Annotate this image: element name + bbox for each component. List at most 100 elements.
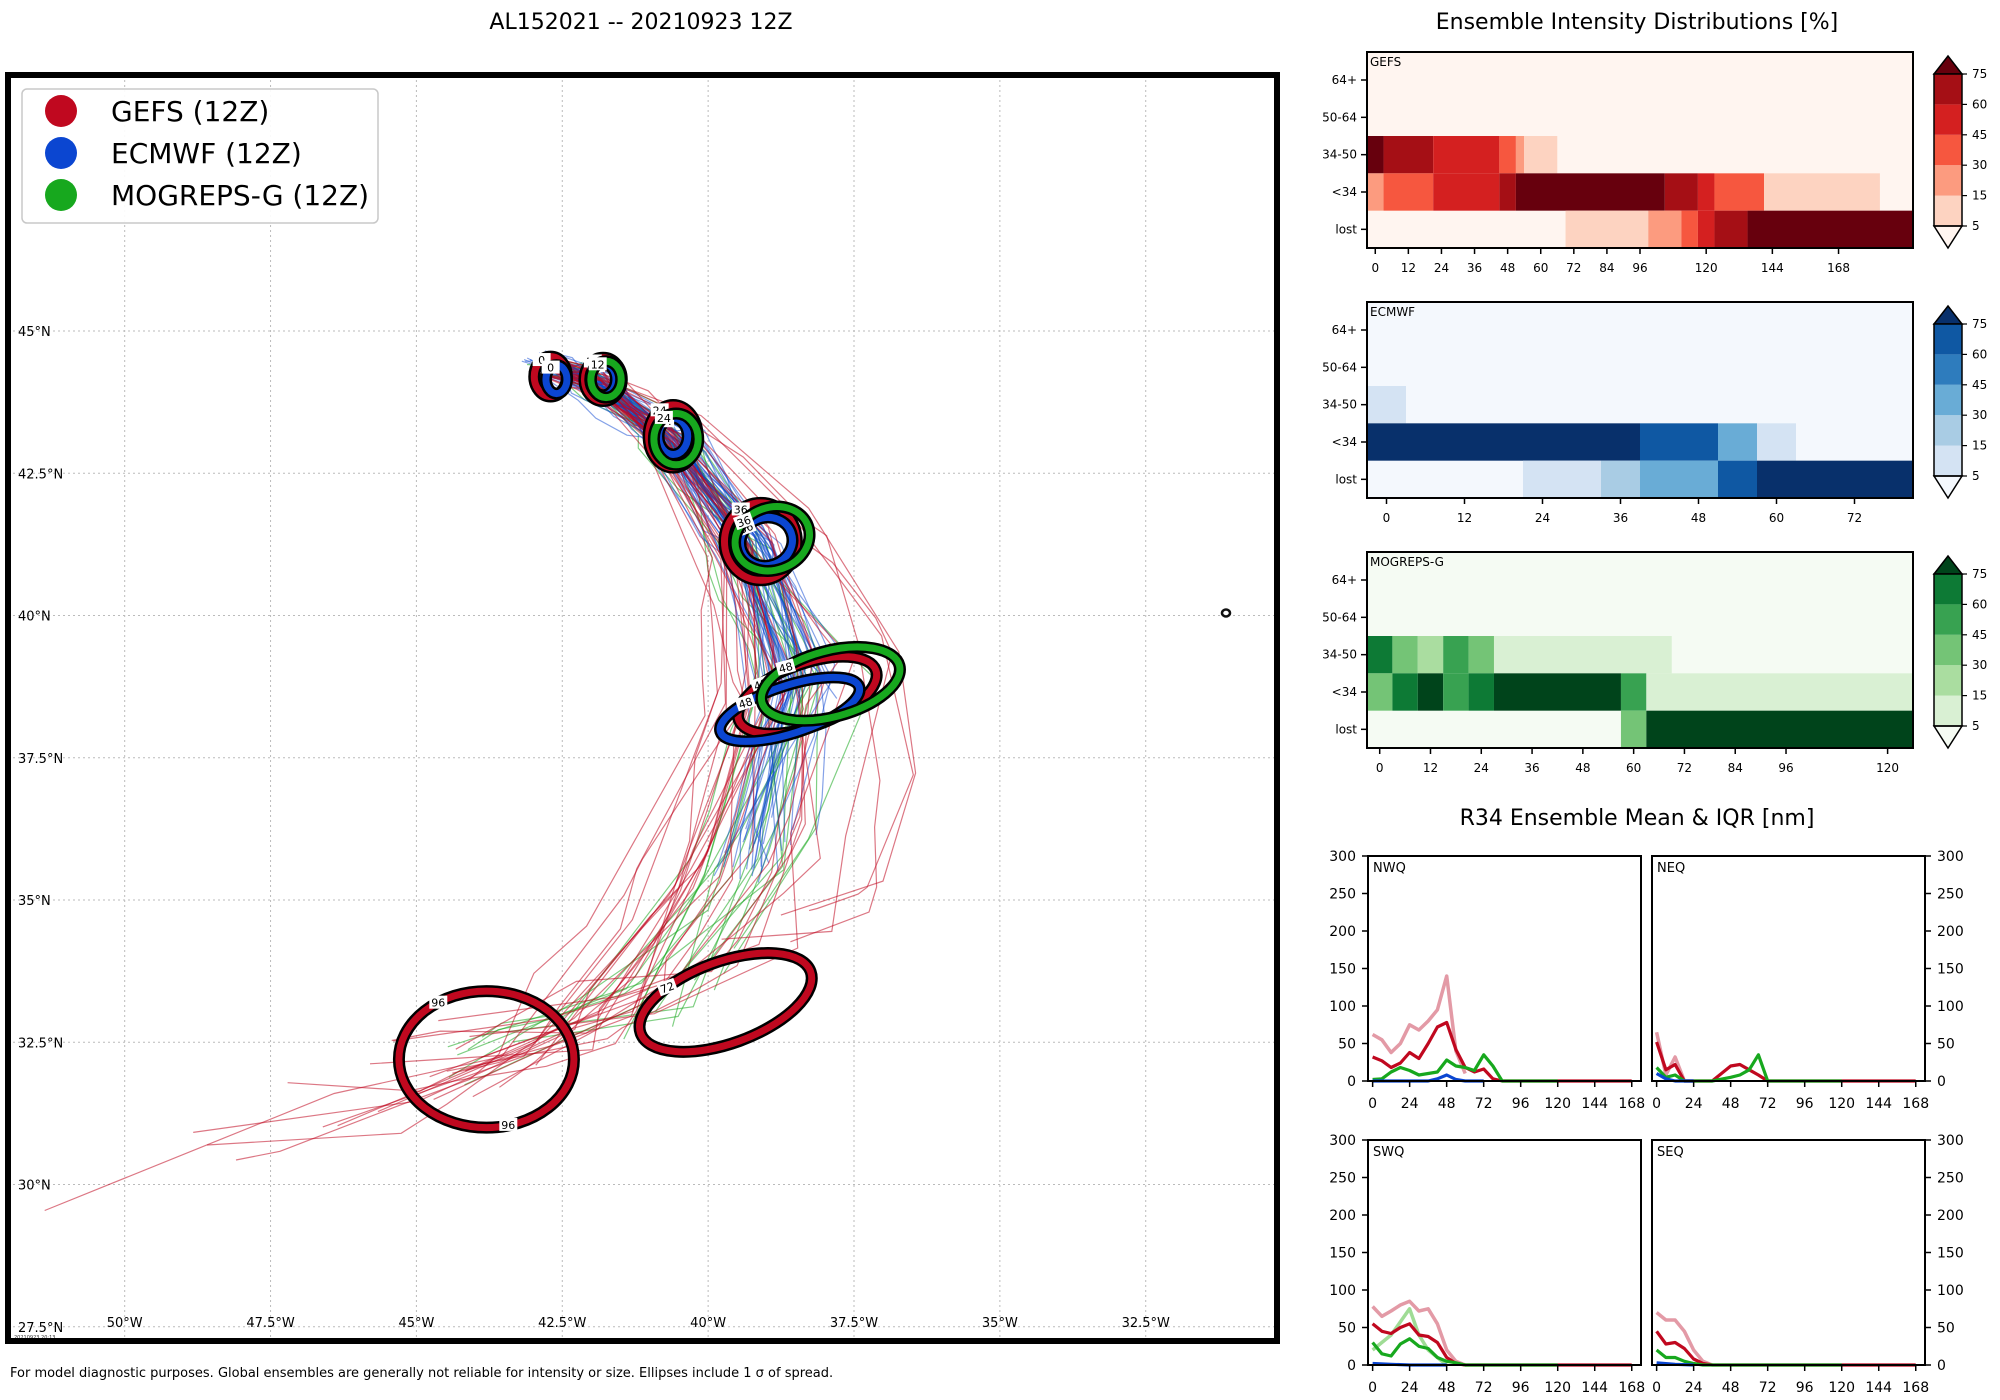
colorbar-level-label: 45 xyxy=(1972,378,1987,392)
r34-x-tick-label: 72 xyxy=(1475,1096,1493,1112)
heatmap-cell xyxy=(1640,423,1718,461)
gefs-member-track xyxy=(555,358,914,912)
heatmap-cell xyxy=(1392,636,1418,674)
colorbar-level-label: 5 xyxy=(1972,719,1980,733)
r34-y-tick-label: 250 xyxy=(1937,887,1964,903)
gefs-member-track xyxy=(499,370,786,1088)
heatmap-x-tick-label: 0 xyxy=(1371,261,1379,275)
mogreps-g-ellipse-36: 36 xyxy=(729,500,816,577)
r34-y-tick-label: 50 xyxy=(1338,1321,1356,1337)
r34-swq-panel: SWQ 0 24 48 72 96 120 144 168 0 50 100 150 200 250 300 xyxy=(1329,1133,1645,1396)
map-title: AL152021 -- 20210923 12Z xyxy=(489,10,792,35)
heatmap-x-tick-label: 48 xyxy=(1575,761,1590,775)
heatmap-x-tick-label: 12 xyxy=(1457,511,1472,525)
heatmap-cell xyxy=(1515,136,1525,174)
mogreps-g-ellipse-48: 48 xyxy=(755,641,906,727)
r34-y-tick-label: 200 xyxy=(1329,924,1356,940)
r34-x-tick-label: 96 xyxy=(1796,1380,1814,1396)
heatmap-cell xyxy=(1646,673,1913,711)
r34-x-tick-label: 168 xyxy=(1618,1096,1645,1112)
heatmap-x-tick-label: 96 xyxy=(1632,261,1647,275)
r34-nwq-panel: NWQ 0 24 48 72 96 120 144 168 0 50 100 150 200 250 300 xyxy=(1329,849,1645,1112)
heatmap-x-tick-label: 72 xyxy=(1566,261,1581,275)
heatmap-x-tick-label: 24 xyxy=(1434,261,1449,275)
heatmap-cell xyxy=(1417,636,1444,674)
heatmap-cell xyxy=(1757,423,1796,461)
r34-seq-panel: SEQ 0 24 48 72 96 120 144 168 0 50 100 150 200 250 300 xyxy=(1651,1133,1964,1396)
lat-tick-label: 37.5°N xyxy=(18,752,63,767)
colorbar-level-label: 30 xyxy=(1972,408,1987,422)
r34-plot-background xyxy=(1652,1140,1925,1365)
heatmap-row-label: <34 xyxy=(1332,435,1357,449)
colorbar-frame xyxy=(1933,73,1963,227)
lat-tick-label: 30°N xyxy=(18,1179,51,1194)
legend-label: GEFS (12Z) xyxy=(111,95,269,128)
heatmap-cell xyxy=(1367,386,1406,424)
r34-x-tick-label: 0 xyxy=(1368,1380,1377,1396)
colorbar-level-label: 60 xyxy=(1972,597,1987,611)
colorbar-segment xyxy=(1934,324,1962,355)
ecmwf-intensity-panel: ECMWF 64+ 50-64 34-50 <34 lost 0 12 24 36 48 60 72 5 1… xyxy=(1322,301,1987,525)
island-outline xyxy=(1220,608,1232,618)
heatmap-x-tick-label: 48 xyxy=(1500,261,1515,275)
ellipse-hour-label: 72 xyxy=(659,979,677,996)
heatmap-row-label: 64+ xyxy=(1332,323,1357,337)
heatmap-x-tick-label: 0 xyxy=(1383,511,1391,525)
heatmap-x-tick-label: 84 xyxy=(1728,761,1743,775)
heatmap-frame xyxy=(1366,301,1914,499)
heatmap-cell xyxy=(1433,136,1500,174)
r34-y-tick-label: 50 xyxy=(1937,1321,1955,1337)
colorbar-segment xyxy=(1934,665,1962,696)
r34-title: R34 Ensemble Mean & IQR [nm] xyxy=(1460,806,1815,831)
r34-x-tick-label: 72 xyxy=(1759,1380,1777,1396)
r34-x-tick-label: 96 xyxy=(1512,1380,1530,1396)
r34-y-tick-label: 100 xyxy=(1937,999,1964,1015)
lon-tick-label: 32.5°W xyxy=(1122,1316,1170,1331)
lon-tick-label: 35°W xyxy=(982,1316,1018,1331)
r34-x-tick-label: 144 xyxy=(1865,1096,1892,1112)
ellipse-hour-label: 48 xyxy=(777,660,794,676)
heatmap-cell xyxy=(1493,673,1621,711)
heatmap-row-label: lost xyxy=(1335,472,1357,486)
legend-marker-1 xyxy=(45,137,77,169)
mogreps-g-ellipse-24: 24 xyxy=(647,407,705,471)
heatmap-cell xyxy=(1499,173,1516,211)
ellipse-label-bg xyxy=(541,360,560,374)
r34-y-tick-label: 200 xyxy=(1937,924,1964,940)
heatmap-row-label: 34-50 xyxy=(1322,398,1357,412)
colorbar-level-label: 60 xyxy=(1972,347,1987,361)
heatmap-cell xyxy=(1731,173,1765,211)
forecast-ellipses: 00121212242424363636484848729696 xyxy=(392,350,906,1134)
colorbar-frame xyxy=(1933,323,1963,477)
r34-x-tick-label: 96 xyxy=(1796,1096,1814,1112)
legend-label: ECMWF (12Z) xyxy=(111,137,302,170)
heatmap-cell xyxy=(1392,673,1418,711)
r34-x-tick-label: 72 xyxy=(1475,1380,1493,1396)
heatmap-x-tick-label: 36 xyxy=(1524,761,1539,775)
r34-x-tick-label: 24 xyxy=(1685,1096,1703,1112)
heatmap-x-tick-label: 168 xyxy=(1827,261,1850,275)
r34-y-tick-label: 0 xyxy=(1937,1074,1946,1090)
colorbar-level-label: 30 xyxy=(1972,658,1987,672)
ellipse-label-bg xyxy=(656,977,678,997)
r34-x-tick-label: 144 xyxy=(1581,1380,1608,1396)
r34-x-tick-label: 120 xyxy=(1828,1096,1855,1112)
heatmap-x-tick-label: 72 xyxy=(1677,761,1692,775)
heatmap-cell xyxy=(1565,210,1649,248)
colorbar-segment xyxy=(1934,384,1962,416)
heatmap-cell xyxy=(1417,673,1444,711)
heatmap-x-tick-label: 24 xyxy=(1474,761,1489,775)
legend-box xyxy=(21,88,379,224)
heatmap-cell xyxy=(1367,636,1393,674)
r34-x-tick-label: 48 xyxy=(1438,1380,1456,1396)
ellipse-ring xyxy=(395,987,578,1132)
heatmap-cell xyxy=(1367,173,1384,211)
heatmap-x-tick-label: 96 xyxy=(1778,761,1793,775)
r34-y-tick-label: 300 xyxy=(1329,849,1356,865)
gefs-ellipse-96: 96 xyxy=(392,985,580,1134)
heatmap-row-label: lost xyxy=(1335,222,1357,236)
ellipse-ring xyxy=(716,673,864,745)
lat-tick-label: 35°N xyxy=(18,894,51,909)
lon-tick-label: 45°W xyxy=(398,1316,434,1331)
colorbar-level-label: 15 xyxy=(1972,189,1987,203)
